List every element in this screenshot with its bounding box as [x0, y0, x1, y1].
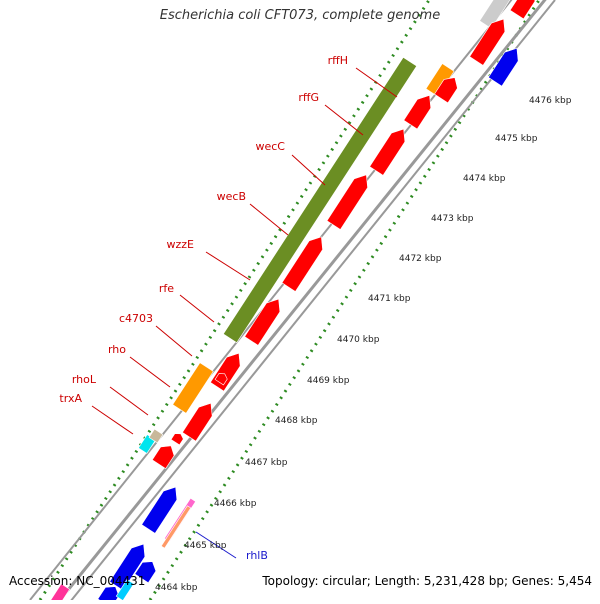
backbone-line-1 — [58, 0, 547, 601]
kbp-label-7: 4470 kbp — [337, 335, 380, 345]
kbp-label-2: 4465 kbp — [184, 541, 227, 551]
tick-track-right — [148, 0, 541, 601]
cds-forward-6 — [326, 174, 368, 230]
leader-c4703 — [155, 325, 193, 357]
cds-reverse-2 — [141, 486, 178, 534]
leader-trxA — [91, 405, 134, 435]
leader-rho — [129, 356, 171, 388]
gene-label-rfe: rfe — [159, 282, 174, 295]
leader-wzzE — [205, 251, 251, 281]
cds-forward-1-shape — [151, 445, 175, 469]
leader-rfe — [179, 294, 215, 323]
cds-forward-8-shape — [403, 94, 432, 130]
cds-forward-10-shape — [469, 18, 506, 66]
leader-wecB — [249, 203, 289, 236]
tick-track-outer-left — [38, 0, 431, 601]
feature-peach-shape — [160, 505, 192, 549]
gene-label-rffG: rffG — [298, 91, 319, 104]
cds-small-1 — [214, 373, 228, 386]
feature-peach — [160, 505, 192, 549]
cds-forward-9-shape — [434, 77, 458, 104]
gene-label-wecB: wecB — [217, 190, 246, 203]
gene-label-rhlB: rhlB — [246, 549, 268, 562]
genome-summary-text: Topology: circular; Length: 5,231,428 bp… — [262, 574, 592, 588]
cds-forward-4 — [244, 298, 281, 346]
feature-gray-top — [479, 0, 511, 29]
cds-small-2 — [170, 433, 184, 446]
cds-forward-2 — [181, 402, 213, 442]
feature-rho-orange — [172, 362, 214, 414]
operon-band-green — [222, 56, 418, 344]
cds-reverse-1-shape — [487, 47, 519, 87]
kbp-label-13: 4476 kbp — [529, 96, 572, 106]
kbp-label-4: 4467 kbp — [245, 458, 288, 468]
map-title: Escherichia coli CFT073, complete genome — [159, 8, 441, 23]
gene-label-rhoL: rhoL — [72, 373, 97, 386]
gene-label-trxA: trxA — [59, 392, 82, 405]
kbp-label-3: 4466 kbp — [214, 499, 257, 509]
kbp-label-11: 4474 kbp — [463, 174, 506, 184]
cds-forward-7 — [369, 128, 406, 176]
leader-rffG — [324, 104, 364, 136]
leader-rhoL — [109, 386, 149, 416]
cds-forward-1 — [151, 445, 175, 469]
cds-small-2-shape — [170, 433, 184, 446]
cds-forward-10 — [469, 18, 506, 66]
gene-label-wzzE: wzzE — [167, 238, 195, 251]
kbp-label-1: 4464 kbp — [155, 583, 198, 593]
feature-tan-shape — [148, 428, 164, 444]
cds-forward-3 — [209, 352, 241, 392]
leader-wecC — [291, 154, 326, 186]
cds-forward-5 — [281, 236, 323, 292]
kbp-label-10: 4473 kbp — [431, 214, 474, 224]
cds-forward-9 — [434, 77, 458, 104]
kbp-label-6: 4469 kbp — [307, 376, 350, 386]
cds-forward-4-shape — [244, 298, 281, 346]
operon-band-green-shape — [222, 56, 418, 344]
cds-forward-5-shape — [281, 236, 323, 292]
accession-text: Accession: NC_004431 — [9, 574, 146, 588]
kbp-label-8: 4471 kbp — [368, 294, 411, 304]
feature-gray-top-shape — [479, 0, 511, 29]
gene-label-rho: rho — [108, 343, 126, 356]
feature-rho-orange-shape — [172, 362, 214, 414]
cds-forward-6-shape — [326, 174, 368, 230]
feature-cyan-bottom-shape — [115, 579, 135, 601]
kbp-label-9: 4472 kbp — [399, 254, 442, 264]
cds-forward-3-shape — [209, 352, 241, 392]
feature-tan — [148, 428, 164, 444]
leader-rffH — [355, 67, 398, 98]
backbone-line-3 — [29, 0, 513, 601]
kbp-label-12: 4475 kbp — [495, 134, 538, 144]
gene-label-c4703: c4703 — [119, 312, 153, 325]
cds-reverse-5 — [134, 561, 157, 584]
gene-label-wecC: wecC — [256, 140, 286, 153]
cds-reverse-1 — [487, 47, 519, 87]
cds-forward-11 — [509, 0, 536, 20]
backbone-line-2 — [69, 0, 556, 603]
cds-forward-2-shape — [181, 402, 213, 442]
leader-rhlB — [195, 531, 237, 559]
gene-label-rffH: rffH — [328, 54, 348, 67]
kbp-label-5: 4468 kbp — [275, 416, 318, 426]
cds-forward-7-shape — [369, 128, 406, 176]
cds-reverse-2-shape — [141, 486, 178, 534]
cds-small-1-shape — [214, 373, 228, 386]
feature-cyan-bottom — [115, 579, 135, 601]
cds-reverse-5-shape — [134, 561, 157, 584]
cds-forward-8 — [403, 94, 432, 130]
cds-forward-11-shape — [509, 0, 536, 20]
